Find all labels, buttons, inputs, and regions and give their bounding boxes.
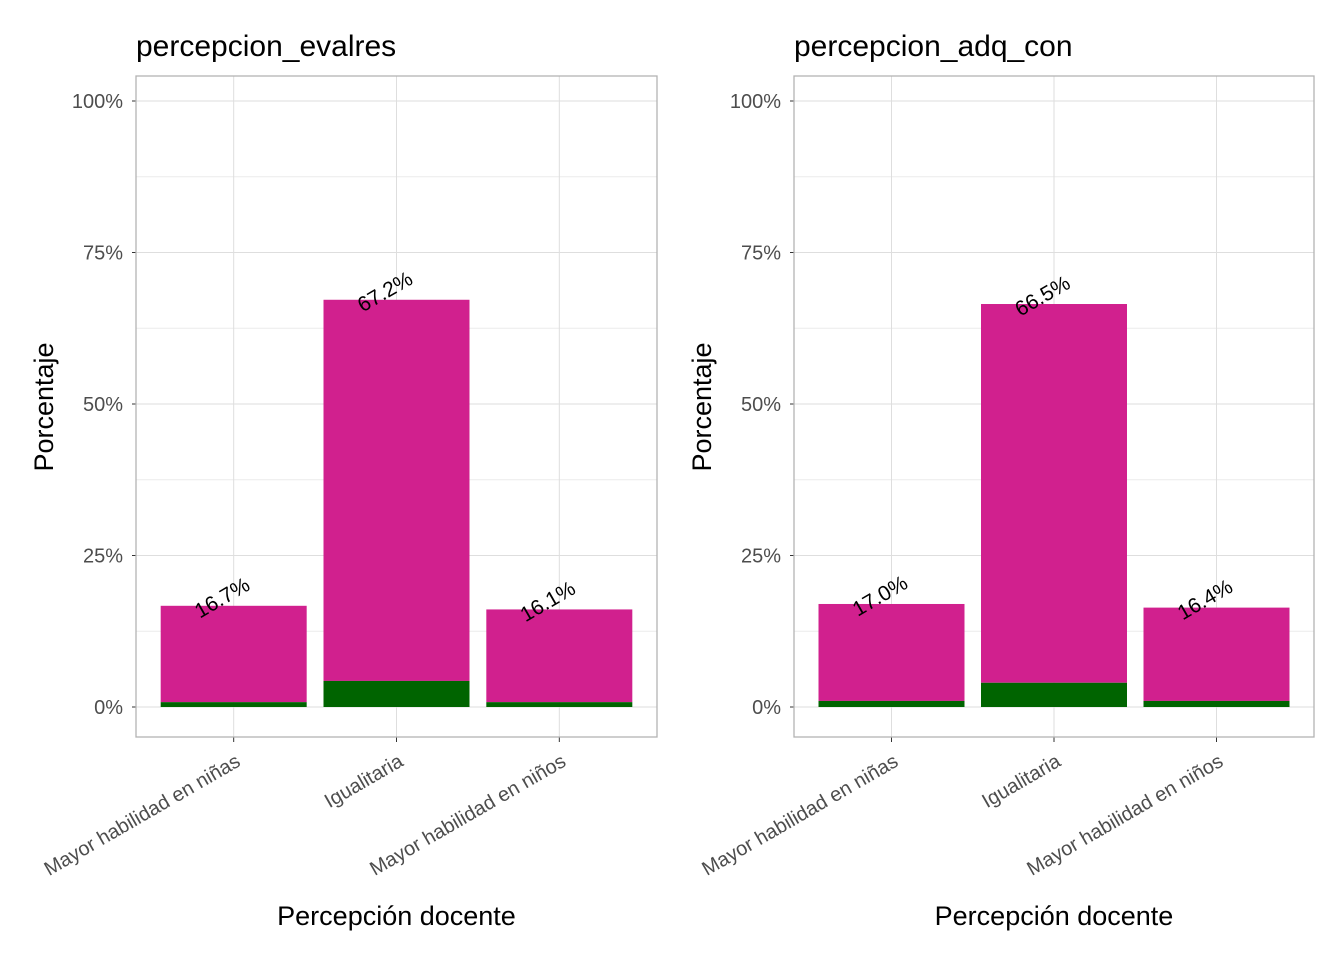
y-axis-title: Porcentaje (29, 342, 59, 471)
bar-magenta (486, 609, 633, 703)
chart-title: percepcion_evalres (136, 30, 396, 63)
panel-border (135, 75, 658, 738)
x-axis-title: Percepción docente (277, 901, 516, 931)
bar-green (981, 682, 1127, 707)
x-axis-title: Percepción docente (935, 901, 1174, 931)
y-tick-label: 100% (730, 91, 781, 113)
bar-magenta (160, 605, 307, 703)
bar-magenta (818, 603, 965, 701)
bar-green (323, 680, 470, 707)
y-tick-label: 0% (752, 697, 781, 719)
bar-green (160, 702, 307, 707)
y-tick-label: 25% (741, 546, 781, 568)
x-tick-label: Igualitaria (321, 750, 408, 813)
y-tick-label: 75% (83, 243, 123, 265)
panel-2: 0%25%50%75%100%17.0%Mayor habilidad en n… (687, 30, 1315, 931)
bar-green (1143, 700, 1290, 707)
y-tick-label: 75% (741, 243, 781, 265)
x-tick-label: Mayor habilidad en niñas (41, 750, 245, 880)
y-axis-title: Porcentaje (687, 342, 717, 471)
y-tick-label: 50% (741, 394, 781, 416)
bar-magenta (323, 299, 470, 681)
y-tick-label: 25% (83, 546, 123, 568)
bar-green (818, 700, 965, 707)
bar-magenta (981, 304, 1127, 683)
y-tick-label: 100% (72, 91, 123, 113)
y-tick-label: 50% (83, 394, 123, 416)
chart-title: percepcion_adq_con (794, 30, 1073, 63)
x-tick-label: Mayor habilidad en niñas (698, 750, 902, 880)
panel-1: 0%25%50%75%100%16.7%Mayor habilidad en n… (29, 30, 658, 931)
x-tick-label: Igualitaria (978, 750, 1065, 813)
bar-magenta (1143, 607, 1290, 701)
panel-border (793, 75, 1315, 738)
y-tick-label: 0% (94, 697, 123, 719)
bar-green (486, 702, 633, 707)
